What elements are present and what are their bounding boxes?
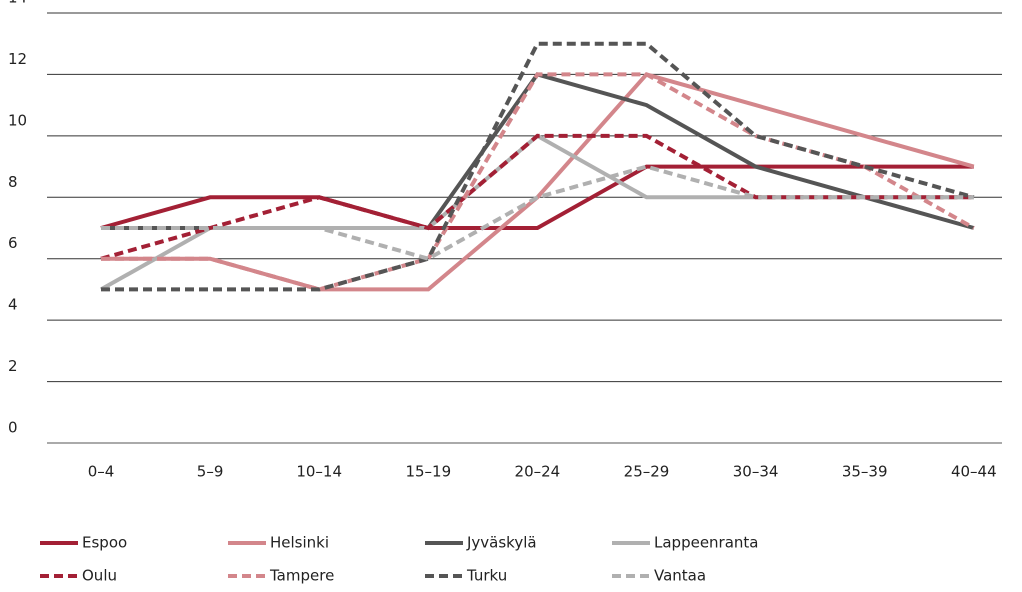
series-line xyxy=(101,72,975,292)
legend-label: Vantaa xyxy=(654,567,706,585)
y-tick-label: 6 xyxy=(8,234,18,252)
legend-label: Tampere xyxy=(269,567,334,585)
x-tick-label: 0–4 xyxy=(88,463,115,481)
y-tick-label: 8 xyxy=(8,173,18,191)
legend-label: Oulu xyxy=(82,567,117,585)
legend-label: Helsinki xyxy=(270,534,329,552)
legend-label: Espoo xyxy=(82,534,127,552)
y-tick-label: 4 xyxy=(8,296,18,314)
y-tick-label: 2 xyxy=(8,357,18,375)
y-tick-label: 0 xyxy=(8,419,18,437)
x-tick-label: 25–29 xyxy=(624,463,670,481)
y-tick-label: 10 xyxy=(8,111,27,129)
series-line xyxy=(101,41,975,292)
y-tick-label: 12 xyxy=(8,50,27,68)
x-tick-label: 15–19 xyxy=(405,463,451,481)
x-tick-label: 40–44 xyxy=(951,463,997,481)
legend-label: Turku xyxy=(466,567,507,585)
legend-label: Lappeenranta xyxy=(654,534,759,552)
series-line xyxy=(101,72,975,230)
series-line xyxy=(101,164,974,261)
x-tick-label: 35–39 xyxy=(842,463,888,481)
x-tick-label: 20–24 xyxy=(515,463,561,481)
legend-label: Jyväskylä xyxy=(466,534,537,552)
x-tick-label: 10–14 xyxy=(296,463,342,481)
series-line xyxy=(100,164,974,230)
series-line xyxy=(101,72,975,292)
y-tick-label: 14 xyxy=(8,0,27,7)
x-tick-label: 5–9 xyxy=(197,463,224,481)
x-tick-label: 30–34 xyxy=(733,463,779,481)
